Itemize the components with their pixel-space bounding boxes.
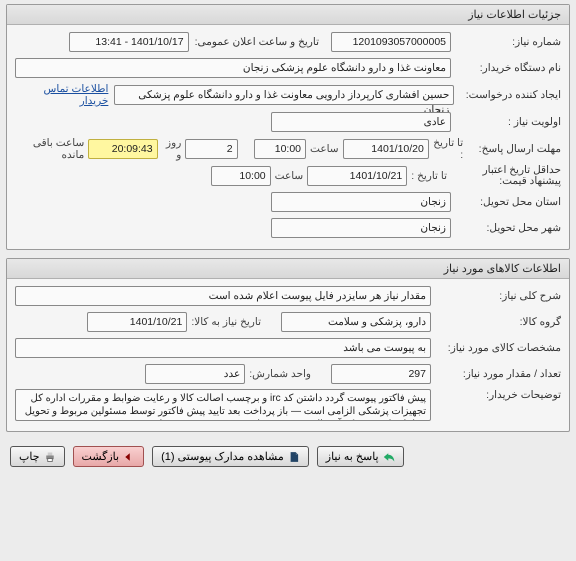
label-until-1: تا تاریخ : [433, 137, 463, 161]
button-bar: پاسخ به نیاز مشاهده مدارک پیوستی (1) باز… [0, 440, 576, 473]
field-remain-time: 20:09:43 [88, 139, 157, 159]
label-goods-spec: مشخصات کالای مورد نیاز: [431, 342, 561, 354]
label-until-2: تا تاریخ : [411, 170, 447, 182]
field-buyer-name: معاونت غذا و دارو دانشگاه علوم پزشکی زنج… [15, 58, 451, 78]
label-qty: تعداد / مقدار مورد نیاز: [431, 368, 561, 380]
print-icon [44, 451, 56, 463]
field-goods-group: دارو، پزشکی و سلامت [281, 312, 431, 332]
label-buyer-name: نام دستگاه خریدار: [451, 62, 561, 74]
label-goods-group: گروه کالا: [431, 316, 561, 328]
label-saat-2: ساعت [275, 170, 304, 182]
row-city: شهر محل تحویل: زنجان [15, 217, 561, 239]
label-priority: اولویت نیاز : [451, 116, 561, 128]
row-province: استان محل تحویل: زنجان [15, 191, 561, 213]
attachment-icon [288, 451, 300, 463]
row-goods-group: گروه کالا: دارو، پزشکی و سلامت تاریخ نیا… [15, 311, 561, 333]
label-requester: ایجاد کننده درخواست: [454, 89, 561, 101]
field-resp-date: 1401/10/20 [343, 139, 429, 159]
field-need-date: 1401/10/21 [87, 312, 187, 332]
contact-link[interactable]: اطلاعات تماس خریدار [15, 83, 108, 107]
field-resp-time: 10:00 [254, 139, 306, 159]
row-requester: ایجاد کننده درخواست: حسین افشاری کارپردا… [15, 83, 561, 107]
row-priority: اولویت نیاز : عادی [15, 111, 561, 133]
field-announce-dt: 1401/10/17 - 13:41 [69, 32, 189, 52]
field-priority: عادی [271, 112, 451, 132]
label-city: شهر محل تحویل: [451, 222, 561, 234]
field-credit-time: 10:00 [211, 166, 271, 186]
field-qty: 297 [331, 364, 431, 384]
row-general-desc: شرح کلی نیاز: مقدار نیاز هر سایزدر فایل … [15, 285, 561, 307]
field-unit: عدد [145, 364, 245, 384]
attachments-button[interactable]: مشاهده مدارک پیوستی (1) [152, 446, 309, 467]
label-announce-dt: تاریخ و ساعت اعلان عمومی: [189, 36, 325, 48]
attachments-button-label: مشاهده مدارک پیوستی (1) [161, 450, 284, 463]
field-requester: حسین افشاری کارپرداز دارویی معاونت غذا و… [114, 85, 454, 105]
row-resp-deadline: مهلت ارسال پاسخ: تا تاریخ : 1401/10/20 س… [15, 137, 561, 161]
field-province: زنجان [271, 192, 451, 212]
field-goods-spec: به پیوست می باشد [15, 338, 431, 358]
print-button[interactable]: چاپ [10, 446, 65, 467]
label-saat-1: ساعت [310, 143, 339, 155]
row-goods-spec: مشخصات کالای مورد نیاز: به پیوست می باشد [15, 337, 561, 359]
row-credit-min: حداقل تاريخ اعتبار پيشنهاد قيمت: تا تاری… [15, 165, 561, 187]
label-unit: واحد شمارش: [249, 368, 311, 380]
back-icon [123, 451, 135, 463]
field-remain-days: 2 [185, 139, 237, 159]
goods-panel-header: اطلاعات کالاهای مورد نیاز [7, 259, 569, 279]
respond-button[interactable]: پاسخ به نیاز [317, 446, 404, 467]
print-button-label: چاپ [19, 450, 40, 463]
field-city: زنجان [271, 218, 451, 238]
respond-button-label: پاسخ به نیاز [326, 450, 379, 463]
label-remain: ساعت باقی مانده [19, 137, 84, 161]
row-buyer-name: نام دستگاه خریدار: معاونت غذا و دارو دان… [15, 57, 561, 79]
field-buyer-notes: پیش فاکتور پیوست گردد داشتن کد irc و برچ… [15, 389, 431, 421]
field-need-no: 1201093057000005 [331, 32, 451, 52]
goods-panel: اطلاعات کالاهای مورد نیاز شرح کلی نیاز: … [6, 258, 570, 432]
details-panel-header: جزئیات اطلاعات نیاز [7, 5, 569, 25]
label-general-desc: شرح کلی نیاز: [431, 290, 561, 302]
back-button[interactable]: بازگشت [73, 446, 145, 467]
label-resp-deadline: مهلت ارسال پاسخ: [467, 143, 561, 155]
label-rooz-va: روز و [162, 137, 182, 161]
details-panel: جزئیات اطلاعات نیاز شماره نیاز: 12010930… [6, 4, 570, 250]
label-need-date: تاریخ نیاز به کالا: [191, 316, 261, 328]
goods-panel-body: شرح کلی نیاز: مقدار نیاز هر سایزدر فایل … [7, 279, 569, 431]
label-need-no: شماره نیاز: [451, 36, 561, 48]
label-credit-min: حداقل تاريخ اعتبار پيشنهاد قيمت: [451, 165, 561, 187]
field-general-desc: مقدار نیاز هر سایزدر فایل پیوست اعلام شد… [15, 286, 431, 306]
reply-icon [383, 451, 395, 463]
row-qty: تعداد / مقدار مورد نیاز: 297 واحد شمارش:… [15, 363, 561, 385]
label-buyer-notes: توضیحات خریدار: [431, 389, 561, 401]
row-buyer-notes: توضیحات خریدار: پیش فاکتور پیوست گردد دا… [15, 389, 561, 421]
label-province: استان محل تحویل: [451, 196, 561, 208]
back-button-label: بازگشت [82, 450, 120, 463]
field-credit-date: 1401/10/21 [307, 166, 407, 186]
details-panel-body: شماره نیاز: 1201093057000005 تاریخ و ساع… [7, 25, 569, 249]
row-need-no: شماره نیاز: 1201093057000005 تاریخ و ساع… [15, 31, 561, 53]
